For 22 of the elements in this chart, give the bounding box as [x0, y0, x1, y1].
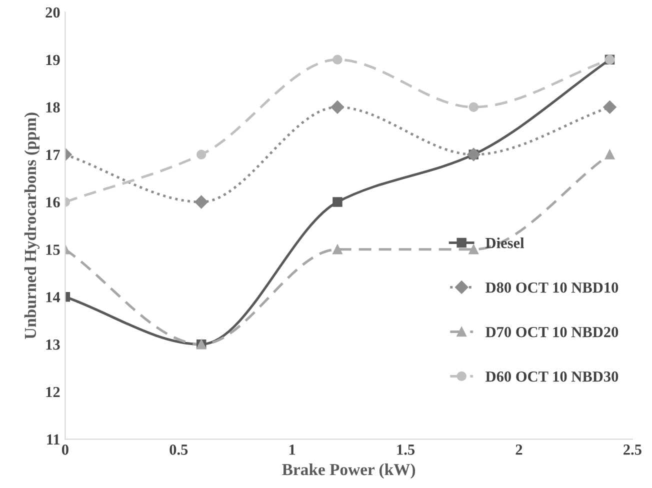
- legend-label: Diesel: [486, 237, 524, 248]
- x-axis-title: Brake Power (kW): [282, 463, 416, 479]
- y-tick-label: 16: [46, 197, 60, 208]
- x-tick-label: 0: [62, 444, 68, 455]
- x-tick-label: 1: [290, 444, 296, 455]
- legend-label: D60 OCT 10 NBD30: [486, 371, 618, 382]
- legend-label: D70 OCT 10 NBD20: [486, 326, 618, 338]
- legend-label: D80 OCT 10 NBD10: [486, 282, 618, 293]
- y-tick-label: 11: [47, 434, 60, 444]
- y-tick-label: 13: [46, 339, 60, 350]
- x-tick-label: 1.5: [397, 444, 415, 455]
- y-tick-label: 18: [46, 102, 60, 113]
- y-tick-label: 12: [46, 386, 60, 398]
- x-tick-label: 0.5: [170, 444, 188, 455]
- y-tick-label: 20: [46, 7, 60, 18]
- y-axis-title: Unburned Hydrocarbons (ppm): [24, 112, 40, 340]
- y-tick-label: 14: [46, 292, 60, 302]
- x-tick-label: 2: [516, 444, 522, 455]
- y-tick-label: 17: [46, 150, 60, 160]
- y-tick-label: 15: [46, 244, 60, 255]
- y-tick-label: 19: [46, 54, 60, 66]
- x-tick-label: 2.5: [624, 444, 642, 455]
